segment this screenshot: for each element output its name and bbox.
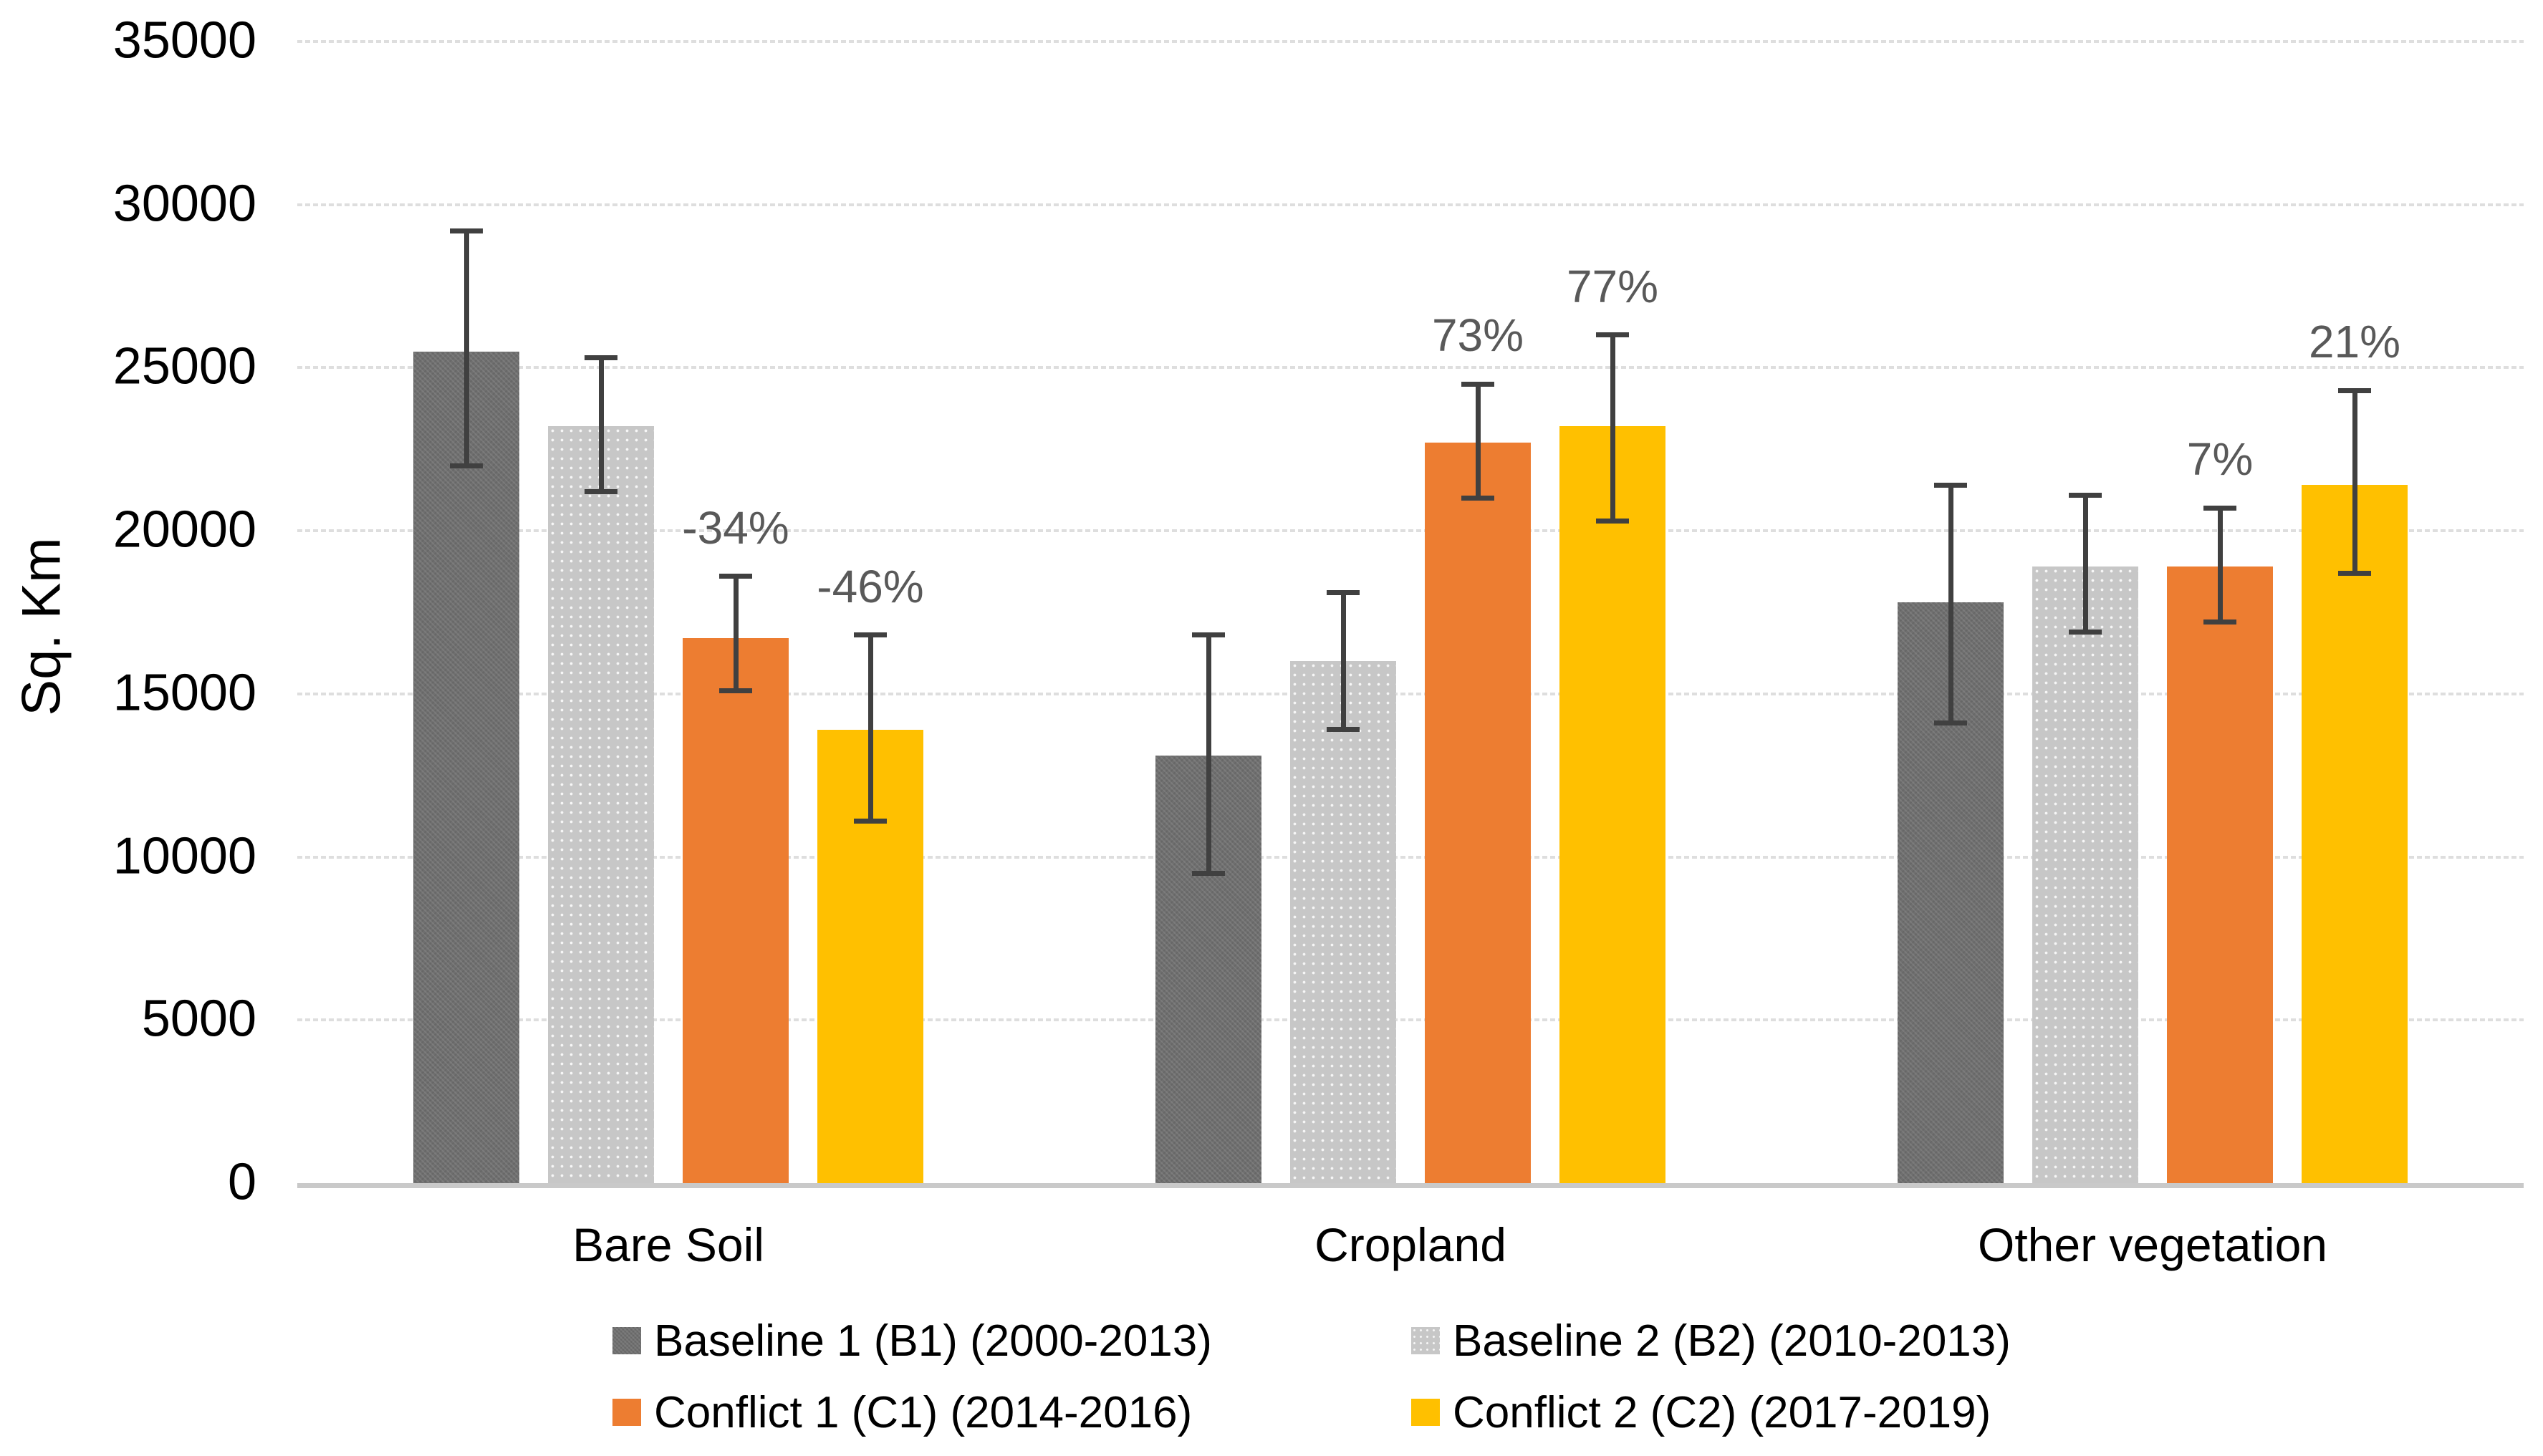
legend-swatch-icon: [1411, 1399, 1440, 1426]
bar-conflict-4-cropland: [1559, 426, 1665, 1183]
legend-swatch-icon: [612, 1399, 641, 1426]
bar-conflict-3-cropland: [1425, 443, 1531, 1183]
error-bar-line: [1475, 384, 1481, 498]
error-bar-cap: [2203, 619, 2236, 625]
error-bar-cap: [2069, 629, 2102, 635]
error-bar-cap: [1327, 590, 1360, 596]
percent-change-label: -46%: [817, 560, 924, 612]
y-tick-label: 0: [227, 1153, 256, 1211]
x-axis-line: [297, 1183, 2524, 1188]
bar-baseline-2-bare-soil: [548, 426, 654, 1183]
gridline-30000: [297, 203, 2524, 206]
legend-label: Baseline 2 (B2) (2010-2013): [1453, 1316, 2011, 1366]
y-tick-label: 5000: [141, 990, 256, 1048]
error-bar-cap: [1192, 632, 1225, 638]
legend-item-3: Conflict 1 (C1) (2014-2016): [612, 1387, 1192, 1438]
bar-conflict-4-other-vegetation: [2302, 485, 2408, 1183]
category-label-cropland: Cropland: [1314, 1218, 1506, 1271]
gridline-20000: [297, 529, 2524, 533]
legend-label: Baseline 1 (B1) (2000-2013): [654, 1316, 1212, 1366]
error-bar-line: [1610, 334, 1615, 521]
error-bar-cap: [2338, 387, 2371, 393]
error-bar-cap: [2069, 492, 2102, 498]
error-bar-line: [2217, 508, 2223, 622]
error-bar-line: [463, 231, 469, 466]
percent-change-label: 73%: [1431, 309, 1524, 362]
error-bar-cap: [1327, 727, 1360, 733]
error-bar-cap: [1461, 381, 1494, 387]
category-label-other-vegetation: Other vegetation: [1978, 1218, 2327, 1271]
error-bar-cap: [1934, 482, 1967, 488]
error-bar-cap: [450, 228, 483, 233]
legend-item-2: Baseline 2 (B2) (2010-2013): [1411, 1315, 2011, 1366]
y-tick-label: 25000: [112, 337, 256, 395]
y-tick-label: 10000: [112, 826, 256, 884]
percent-change-label: 7%: [2186, 433, 2254, 486]
bar-conflict-3-other-vegetation: [2167, 567, 2273, 1183]
legend-item-4: Conflict 2 (C2) (2017-2019): [1411, 1387, 1991, 1438]
gridline-25000: [297, 366, 2524, 370]
legend-item-1: Baseline 1 (B1) (2000-2013): [612, 1315, 1212, 1366]
percent-change-label: 77%: [1566, 260, 1659, 312]
gridline-5000: [297, 1018, 2524, 1022]
error-bar-cap: [450, 463, 483, 468]
error-bar-cap: [1596, 332, 1629, 338]
error-bar-cap: [585, 488, 617, 494]
error-bar-line: [1340, 592, 1346, 730]
error-bar-cap: [585, 355, 617, 361]
category-label-bare-soil: Bare Soil: [572, 1218, 764, 1271]
legend-swatch-icon: [612, 1327, 641, 1354]
legend-label: Conflict 2 (C2) (2017-2019): [1453, 1387, 1991, 1437]
error-bar-cap: [719, 574, 752, 579]
legend-label: Conflict 1 (C1) (2014-2016): [654, 1387, 1193, 1437]
error-bar-cap: [719, 688, 752, 693]
gridline-10000: [297, 855, 2524, 859]
error-bar-cap: [1192, 870, 1225, 876]
gridline-15000: [297, 692, 2524, 695]
error-bar-cap: [854, 632, 887, 638]
bar-conflict-3-bare-soil: [683, 638, 789, 1183]
y-tick-label: 30000: [112, 175, 256, 233]
y-tick-label: 35000: [112, 11, 256, 69]
gridline-35000: [297, 40, 2524, 43]
error-bar-cap: [1461, 496, 1494, 501]
error-bar-line: [733, 576, 739, 691]
y-tick-label: 15000: [112, 664, 256, 722]
error-bar-line: [2352, 390, 2357, 574]
legend-swatch-icon: [1411, 1327, 1440, 1354]
error-bar-cap: [2338, 570, 2371, 576]
error-bar-cap: [854, 818, 887, 824]
error-bar-cap: [2203, 505, 2236, 511]
bar-baseline-2-cropland: [1290, 661, 1396, 1183]
error-bar-cap: [1596, 518, 1629, 524]
error-bar-line: [1206, 635, 1211, 874]
error-bar-line: [2082, 495, 2088, 632]
percent-change-label: -34%: [682, 501, 789, 554]
error-bar-line: [1948, 485, 1953, 723]
bar-baseline-1-bare-soil: [413, 351, 519, 1183]
y-tick-label: 20000: [112, 501, 256, 559]
error-bar-line: [598, 357, 604, 492]
percent-change-label: 21%: [2308, 316, 2401, 368]
bar-baseline-2-other-vegetation: [2032, 567, 2138, 1183]
error-bar-cap: [1934, 720, 1967, 726]
error-bar-line: [867, 635, 873, 821]
